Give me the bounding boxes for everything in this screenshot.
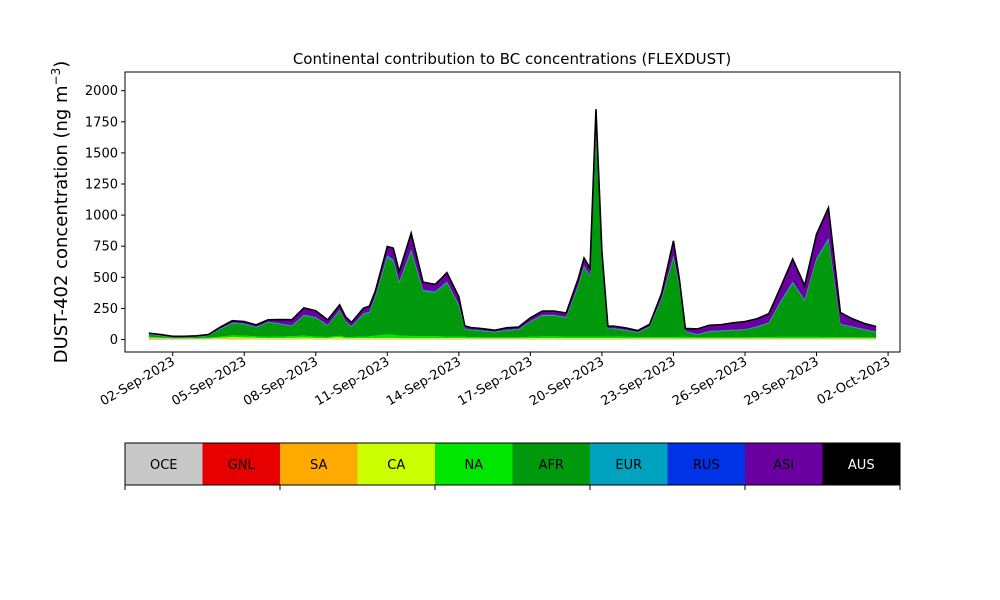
legend-swatch-rus	[667, 443, 746, 485]
legend-label-asi: ASI	[773, 458, 794, 473]
legend-swatch-asi	[745, 443, 823, 485]
x-tick-label: 14-Sep-2023	[384, 354, 464, 409]
legend-swatch-oce	[125, 443, 203, 485]
legend-frame	[124, 442, 901, 486]
y-tick-label: 1000	[85, 209, 118, 224]
legend-swatch-eur	[590, 443, 668, 485]
x-axis: 02-Sep-202305-Sep-202308-Sep-202311-Sep-…	[98, 352, 893, 409]
y-tick-label: 1500	[85, 146, 118, 161]
legend-label-aus: AUS	[848, 458, 875, 473]
y-tick-label: 1250	[85, 178, 118, 193]
x-tick-label: 05-Sep-2023	[169, 354, 249, 409]
legend-label-gnl: GNL	[228, 458, 256, 473]
plot-frame	[124, 71, 901, 353]
area-series-na	[148, 334, 877, 339]
x-tick-label: 02-Oct-2023	[815, 354, 893, 408]
x-tick-label: 17-Sep-2023	[456, 354, 536, 409]
area-series-aus	[148, 109, 877, 337]
x-tick-label: 08-Sep-2023	[241, 354, 321, 409]
legend-label-rus: RUS	[693, 458, 720, 473]
legend-swatch-afr	[512, 443, 591, 485]
y-tick-label: 2000	[85, 84, 118, 99]
x-tick-label: 23-Sep-2023	[599, 354, 679, 409]
area-series-rus	[148, 132, 877, 338]
x-tick-label: 29-Sep-2023	[742, 354, 822, 409]
y-axis-label: DUST-402 concentration (ng m−3)	[49, 61, 72, 364]
legend-swatch-sa	[280, 443, 358, 485]
area-series-ca	[148, 336, 877, 339]
colorbar-legend: OCE GNL SA CA NA AFR EUR RUS ASI AUS	[124, 442, 901, 490]
area-series-afr	[148, 134, 877, 339]
legend-label-sa: SA	[310, 458, 327, 473]
y-axis-label-superscript: −3	[49, 68, 63, 86]
x-tick-label: 20-Sep-2023	[527, 354, 607, 409]
y-tick-label: 500	[93, 271, 118, 286]
y-tick-label: 750	[93, 240, 118, 255]
total-outline-line	[148, 109, 877, 338]
legend-label-eur: EUR	[615, 458, 642, 473]
x-tick-label: 11-Sep-2023	[312, 354, 392, 409]
legend-label-ca: CA	[387, 458, 405, 473]
y-axis: 0 250 500 750 1000 1250 1500 1750 2000	[85, 84, 125, 348]
legend-swatch-gnl	[202, 443, 281, 485]
legend-swatch-na	[435, 443, 513, 485]
y-axis-label-close: )	[51, 61, 72, 68]
x-tick-label: 26-Sep-2023	[670, 354, 750, 409]
stacked-areas	[148, 109, 877, 340]
legend-label-oce: OCE	[150, 458, 178, 473]
area-series-sa	[148, 338, 877, 340]
legend-label-na: NA	[464, 458, 483, 473]
area-series-eur	[148, 133, 877, 338]
y-axis-label-main: DUST-402 concentration (ng m	[51, 85, 72, 363]
legend-swatch-ca	[357, 443, 436, 485]
legend-swatch-aus	[822, 443, 901, 485]
legend-label-afr: AFR	[539, 458, 564, 473]
y-tick-label: 1750	[85, 115, 118, 130]
chart-title: Continental contribution to BC concentra…	[293, 50, 731, 68]
y-tick-label: 0	[110, 333, 118, 348]
area-series-asi	[148, 109, 877, 337]
y-tick-label: 250	[93, 302, 118, 317]
x-tick-label: 02-Sep-2023	[98, 354, 178, 409]
